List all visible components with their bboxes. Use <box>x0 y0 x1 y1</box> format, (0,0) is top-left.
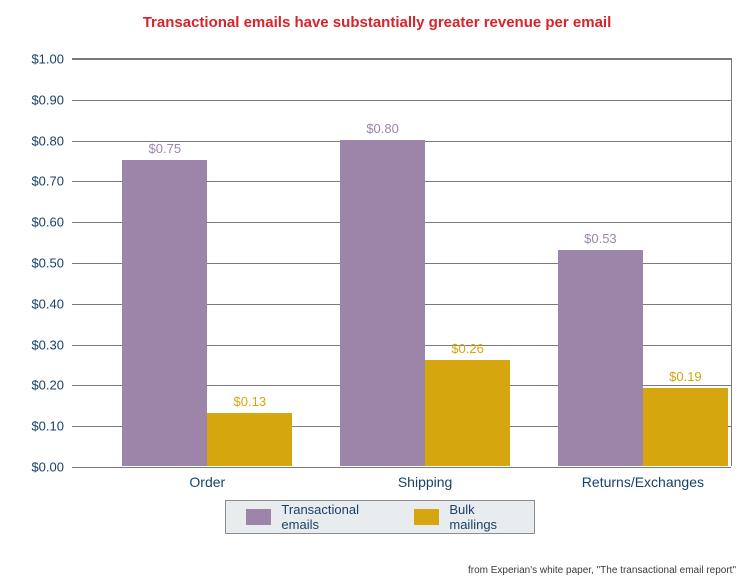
y-tick-label: $0.30 <box>31 337 72 352</box>
grid-line <box>72 100 731 101</box>
chart-container: Transactional emails have substantially … <box>0 0 754 584</box>
y-tick-label: $0.00 <box>31 460 72 475</box>
bar-transactional: $0.75 <box>122 160 207 466</box>
legend-label: Transactional emails <box>281 502 382 532</box>
legend-swatch <box>414 509 439 525</box>
x-tick-label: Shipping <box>398 466 453 490</box>
x-tick-label: Returns/Exchanges <box>582 466 704 490</box>
bar-value-label: $0.13 <box>234 394 267 413</box>
bar-value-label: $0.53 <box>584 231 617 250</box>
y-tick-label: $0.90 <box>31 92 72 107</box>
bar-value-label: $0.80 <box>366 121 399 140</box>
legend-item: Bulk mailings <box>414 502 514 532</box>
grid-line <box>72 59 731 60</box>
y-tick-label: $0.20 <box>31 378 72 393</box>
bar-bulk: $0.13 <box>207 413 292 466</box>
plot-area: $0.00$0.10$0.20$0.30$0.40$0.50$0.60$0.70… <box>72 58 732 466</box>
chart-footnote: from Experian's white paper, "The transa… <box>468 565 736 576</box>
y-tick-label: $0.40 <box>31 296 72 311</box>
legend: Transactional emails Bulk mailings <box>225 500 535 534</box>
y-tick-label: $0.70 <box>31 174 72 189</box>
bar-transactional: $0.80 <box>340 140 425 466</box>
bar-value-label: $0.26 <box>451 341 484 360</box>
legend-label: Bulk mailings <box>449 502 514 532</box>
x-tick-label: Order <box>189 466 225 490</box>
bar-value-label: $0.19 <box>669 369 702 388</box>
y-tick-label: $0.50 <box>31 256 72 271</box>
bar-bulk: $0.19 <box>643 388 728 466</box>
legend-swatch <box>246 509 271 525</box>
bar-value-label: $0.75 <box>149 141 182 160</box>
legend-item: Transactional emails <box>246 502 382 532</box>
y-tick-label: $0.80 <box>31 133 72 148</box>
chart-title: Transactional emails have substantially … <box>0 14 754 31</box>
y-tick-label: $0.60 <box>31 215 72 230</box>
y-tick-label: $0.10 <box>31 419 72 434</box>
bar-bulk: $0.26 <box>425 360 510 466</box>
bar-transactional: $0.53 <box>558 250 643 466</box>
y-tick-label: $1.00 <box>31 52 72 67</box>
